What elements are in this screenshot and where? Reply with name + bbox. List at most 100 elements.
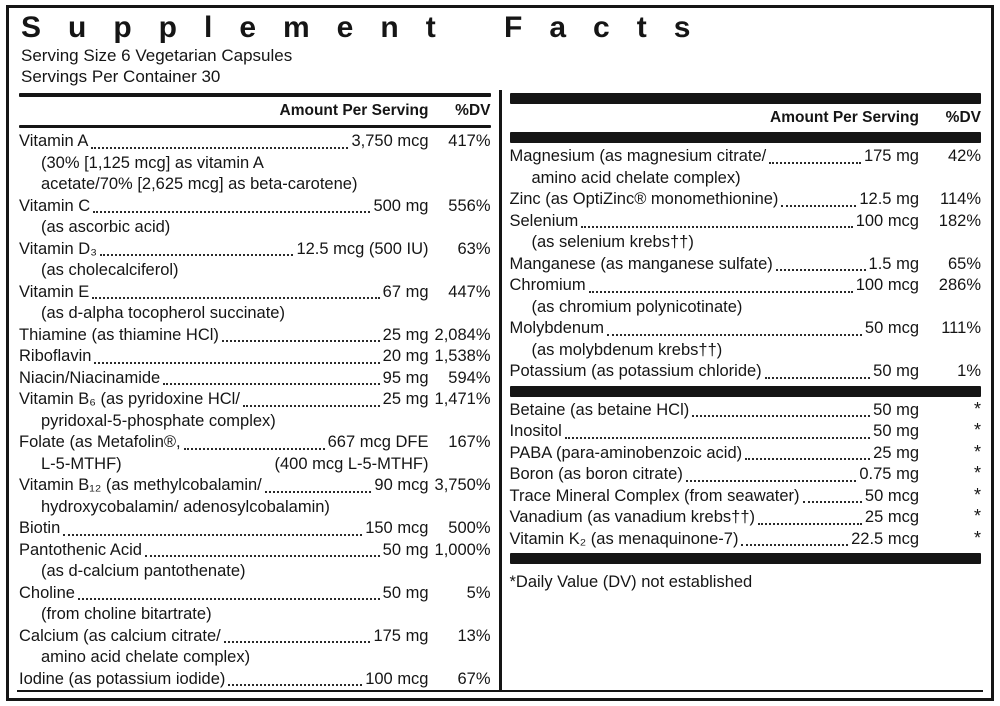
column-divider-line bbox=[498, 90, 502, 690]
nutrient-sub-text: acetate/70% [2,625 mcg] as beta-carotene… bbox=[41, 175, 358, 193]
nutrient-name: Chromium bbox=[509, 276, 586, 294]
nutrient-row-main: Pantothenic Acid 50 mg bbox=[19, 540, 429, 562]
nutrient-dv: 111% bbox=[941, 319, 981, 337]
nutrient-row-main: Molybdenum 50 mcg bbox=[510, 318, 920, 340]
nutrient-row-main: Calcium (as calcium citrate/175 mg bbox=[19, 626, 429, 648]
nutrient-amount: 50 mg bbox=[873, 422, 919, 440]
nutrient-amount: 3,750 mcg bbox=[351, 132, 429, 150]
nutrient-row: Folate (as Metafolin®, 667 mcg DFE 167% bbox=[19, 432, 491, 454]
nutrient-row: Vitamin C 500 mg 556% bbox=[19, 196, 491, 218]
nutrient-sub-text: hydroxycobalamin/ adenosylcobalamin) bbox=[41, 497, 330, 516]
nutrient-row: PABA (para-aminobenzoic acid) 25 mg * bbox=[510, 442, 982, 465]
nutrient-row-main: Vitamin A 3,750 mcg bbox=[19, 131, 429, 153]
dot-leader bbox=[745, 458, 871, 460]
nutrient-dv: * bbox=[973, 420, 981, 440]
nutrient-row-main: Boron (as boron citrate) 0.75 mg bbox=[510, 464, 920, 486]
nutrient-name: Potassium (as potassium chloride) bbox=[509, 362, 762, 380]
dot-leader bbox=[63, 533, 363, 536]
nutrient-name: Vitamin C bbox=[19, 196, 91, 215]
section-divider-bar bbox=[509, 385, 981, 397]
section-divider-bar bbox=[509, 132, 981, 143]
nutrient-name: Biotin bbox=[19, 519, 61, 537]
dot-leader bbox=[183, 447, 325, 450]
nutrient-name: Iodine (as potassium iodide) bbox=[19, 669, 226, 688]
nutrient-amount: 0.75 mg bbox=[859, 465, 919, 483]
nutrient-amount: 67 mg bbox=[382, 282, 429, 301]
dot-leader bbox=[93, 211, 371, 213]
nutrient-amount: 100 mcg bbox=[855, 211, 919, 230]
nutrient-dv-empty bbox=[429, 561, 491, 583]
amount-per-serving-header: Amount Per Serving bbox=[279, 101, 429, 119]
nutrient-amount: 50 mcg bbox=[864, 319, 919, 337]
nutrient-dv-empty bbox=[429, 647, 491, 669]
nutrient-subrow: pyridoxal-5-phosphate complex) bbox=[19, 411, 491, 433]
nutrient-row: Thiamine (as thiamine HCl) 25 mg 2,084% bbox=[19, 325, 491, 347]
nutrient-name: Vitamin B₁₂ (as methylcobalamin/ bbox=[19, 476, 262, 494]
dot-leader bbox=[685, 479, 857, 482]
nutrient-subrow: L-5-MTHF) (400 mcg L-5-MTHF) bbox=[19, 454, 491, 476]
nutrient-name: Trace Mineral Complex (from seawater) bbox=[509, 486, 800, 505]
amount-per-serving-header: Amount Per Serving bbox=[770, 109, 919, 126]
nutrient-name: Selenium bbox=[509, 211, 579, 230]
left-nutrient-list: Vitamin A 3,750 mcg 417% (30% [1,125 mcg] a… bbox=[19, 131, 491, 690]
nutrient-sub-left: L-5-MTHF) bbox=[41, 454, 122, 473]
dot-leader bbox=[264, 490, 372, 493]
nutrient-dv-empty bbox=[919, 297, 981, 319]
nutrient-amount: 50 mcg bbox=[864, 486, 919, 505]
nutrient-name: Vitamin B₆ (as pyridoxine HCl/ bbox=[19, 390, 240, 408]
servings-per-container-line: Servings Per Container 30 bbox=[21, 67, 221, 86]
dot-leader bbox=[94, 361, 380, 364]
dot-leader bbox=[221, 340, 380, 342]
nutrient-name: Vitamin A bbox=[19, 132, 89, 150]
nutrient-dv: 556% bbox=[448, 196, 491, 215]
nutrient-sub-text: (as d-calcium pantothenate) bbox=[41, 562, 246, 580]
nutrient-name: Molybdenum bbox=[509, 319, 604, 337]
nutrient-row-main: Vanadium (as vanadium krebs††) 25 mcg bbox=[510, 507, 920, 529]
nutrient-name: Boron (as boron citrate) bbox=[509, 465, 683, 483]
nutrient-row: Riboflavin 20 mg 1,538% bbox=[19, 346, 491, 368]
nutrient-row: Zinc (as OptiZinc® monomethionine) 12.5 m… bbox=[510, 189, 982, 211]
dot-leader bbox=[564, 436, 871, 439]
nutrient-dv-empty bbox=[919, 232, 981, 254]
nutrient-row-main: Folate (as Metafolin®, 667 mcg DFE bbox=[19, 432, 429, 454]
nutrient-subrow: (as d-calcium pantothenate) bbox=[19, 561, 491, 583]
right-nutrient-list-other: Betaine (as betaine HCl) 50 mg * Inositol 50… bbox=[509, 399, 982, 551]
nutrient-name: Calcium (as calcium citrate/ bbox=[19, 626, 221, 645]
nutrient-row: Vanadium (as vanadium krebs††) 25 mcg * bbox=[510, 507, 982, 529]
nutrient-dv-empty bbox=[429, 174, 491, 196]
nutrient-dv-empty bbox=[429, 497, 491, 519]
nutrient-row: Vitamin D₃ 12.5 mcg (500 IU) 63% bbox=[19, 239, 491, 261]
nutrient-row: Niacin/Niacinamide 95 mg 594% bbox=[19, 368, 491, 390]
nutrient-name: Folate (as Metafolin®, bbox=[19, 433, 181, 451]
dot-leader bbox=[228, 684, 363, 686]
nutrient-amount: 25 mcg bbox=[864, 508, 919, 526]
nutrient-name: Niacin/Niacinamide bbox=[19, 368, 161, 387]
dot-leader bbox=[606, 333, 862, 336]
nutrient-amount: 50 mg bbox=[382, 583, 429, 602]
nutrient-row: Betaine (as betaine HCl) 50 mg * bbox=[510, 399, 982, 422]
nutrient-dv: 182% bbox=[938, 211, 981, 230]
left-column: Amount Per Serving %DV Vitamin A 3,750 mc… bbox=[17, 90, 499, 690]
nutrient-row: Biotin 150 mcg 500% bbox=[19, 518, 491, 540]
nutrient-name: Riboflavin bbox=[19, 347, 92, 365]
nutrient-dv-empty bbox=[429, 217, 491, 239]
nutrient-row: Trace Mineral Complex (from seawater) 50 … bbox=[509, 485, 982, 508]
nutrient-dv: 42% bbox=[947, 147, 981, 165]
dot-leader bbox=[242, 404, 380, 407]
nutrient-dv: 3,750% bbox=[434, 476, 491, 494]
nutrient-row-main: Vitamin B₆ (as pyridoxine HCl/25 mg bbox=[19, 389, 429, 411]
nutrient-row: Pantothenic Acid 50 mg 1,000% bbox=[19, 540, 491, 562]
nutrient-row: Potassium (as potassium chloride) 50 mg 1% bbox=[510, 361, 982, 383]
nutrient-amount: 25 mg bbox=[873, 443, 919, 462]
dot-leader bbox=[91, 146, 349, 149]
column-header: Amount Per Serving %DV bbox=[510, 107, 981, 129]
nutrient-row: Chromium 100 mcg 286% bbox=[510, 275, 982, 297]
nutrient-amount: 50 mg bbox=[382, 540, 429, 559]
nutrient-subrow: hydroxycobalamin/ adenosylcobalamin) bbox=[19, 497, 491, 519]
nutrient-row: Selenium 100 mcg 182% bbox=[510, 211, 982, 233]
nutrient-subrow: (as cholecalciferol) bbox=[19, 260, 491, 282]
nutrient-amount: 100 mcg bbox=[365, 669, 429, 688]
nutrient-row-main: Choline 50 mg bbox=[19, 583, 429, 605]
nutrient-amount: 20 mg bbox=[382, 347, 429, 365]
